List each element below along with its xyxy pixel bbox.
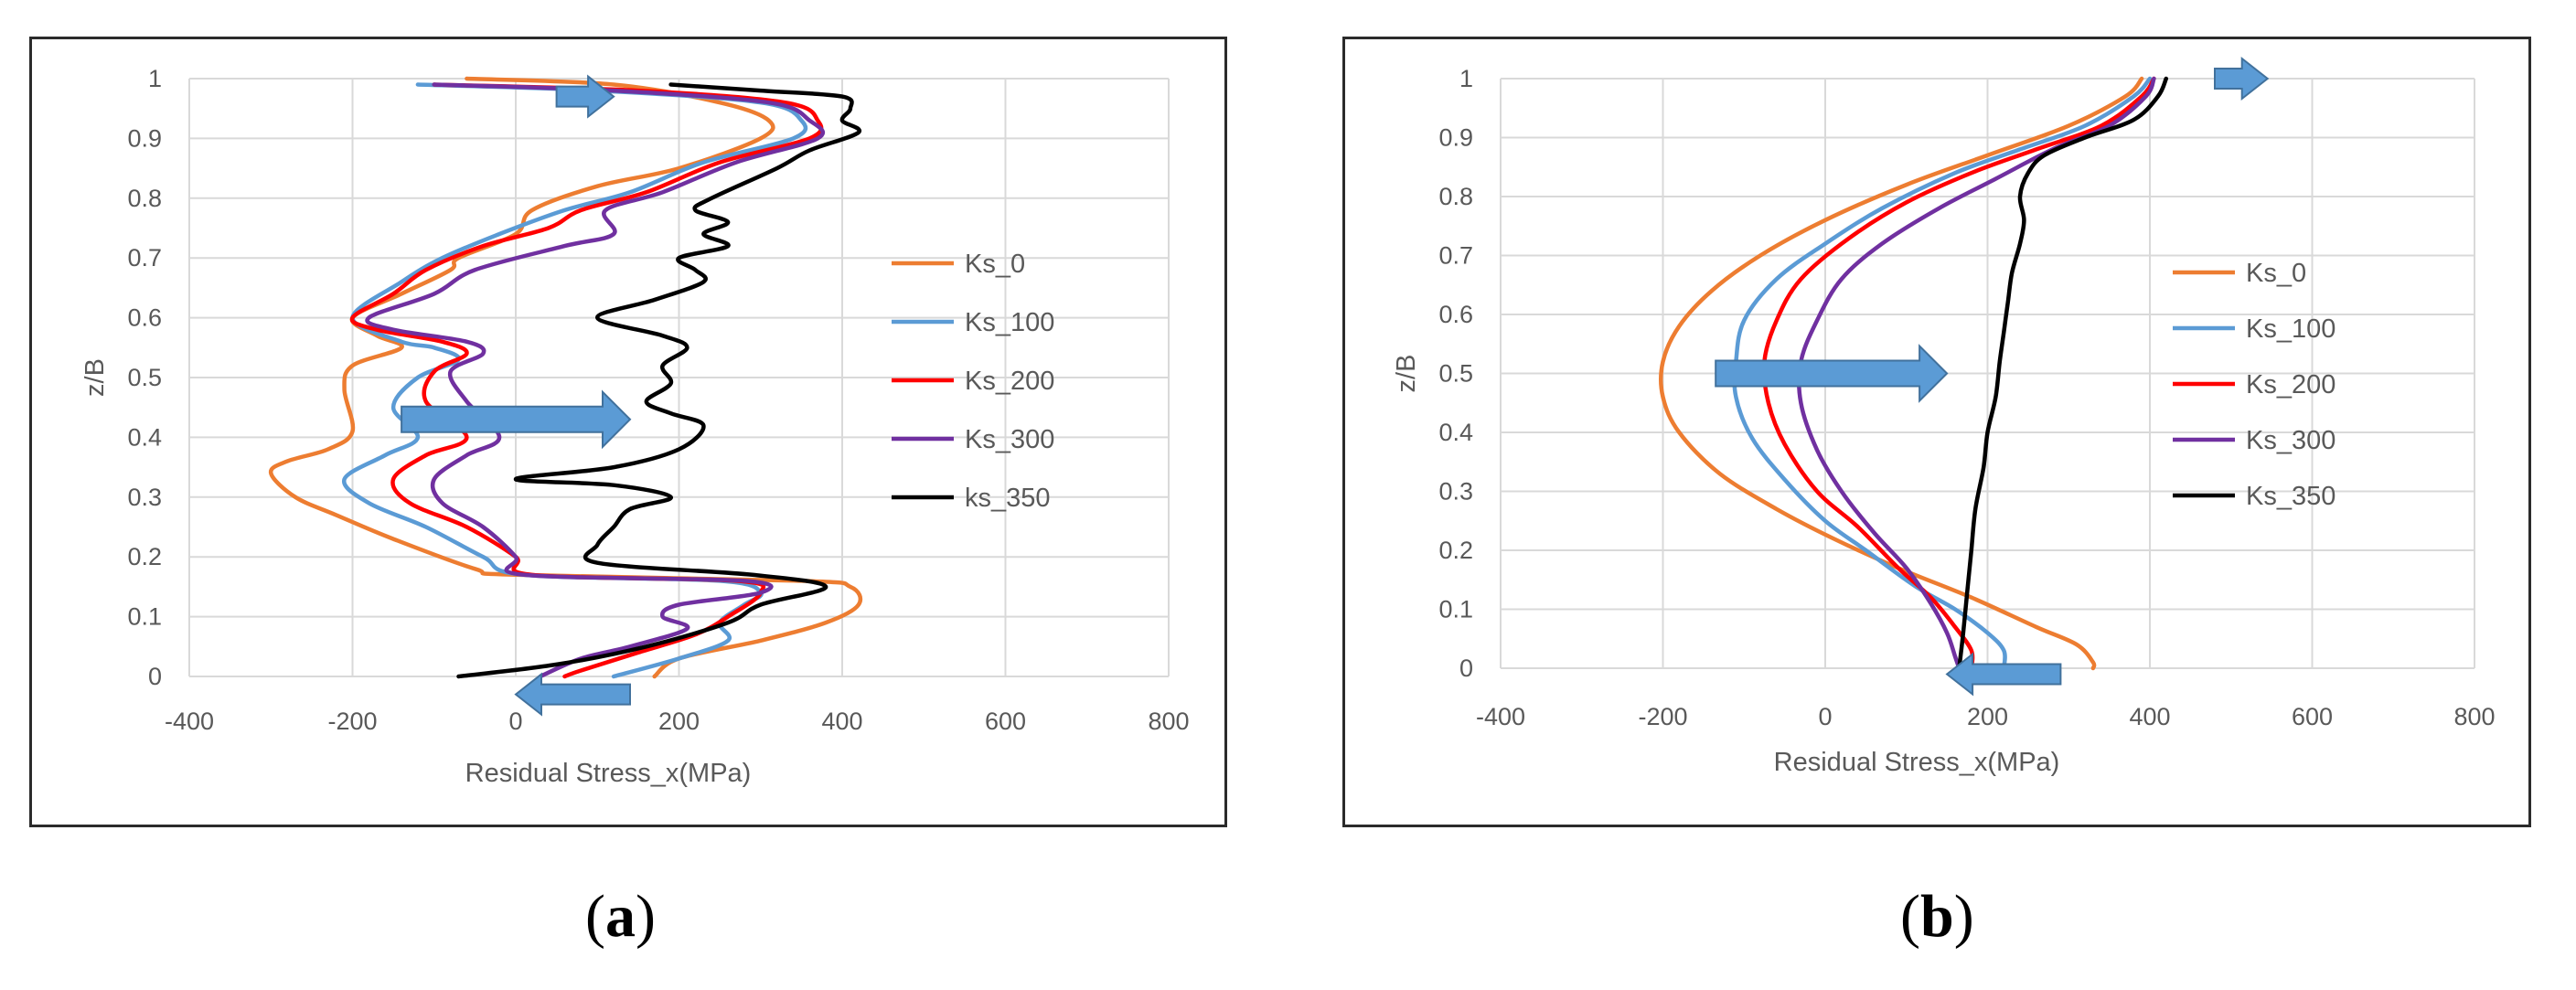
x-tick-label: 0	[508, 708, 522, 735]
series-line-ks-200	[1761, 76, 2156, 671]
y-tick-label: 0.2	[127, 543, 162, 570]
x-tick-label: 400	[821, 708, 862, 735]
trend-arrow	[1715, 344, 1949, 403]
legend-label: Ks_0	[2246, 259, 2306, 288]
y-tick-label: 0.5	[127, 364, 162, 391]
legend-label: Ks_100	[965, 308, 1054, 337]
x-tick-label: 0	[1818, 703, 1832, 730]
chart-panel-a: 0 0.1 0.2 0.3 0.4 0.5 0.6 0.7 0.8 0.9 1 -400 -200 0 20…	[29, 37, 1227, 827]
series-line-ks-350	[1957, 76, 2169, 671]
series-line-ks-0	[268, 76, 863, 679]
series-line-ks-200	[349, 82, 824, 679]
x-tick-label: 800	[1148, 708, 1189, 735]
y-tick-label: 0.6	[127, 304, 162, 332]
x-tick-label: 200	[658, 708, 700, 735]
y-tick-label: 0.2	[1438, 537, 1473, 564]
legend-label: Ks_300	[965, 425, 1054, 454]
caption-b: (b)	[1900, 883, 1974, 950]
y-tick-label: 0.8	[127, 185, 162, 212]
legend-label: Ks_200	[965, 367, 1054, 396]
y-tick-label: 0.6	[1438, 301, 1473, 328]
series-line-ks-0	[1659, 76, 2144, 671]
y-tick-label: 0.1	[1438, 596, 1473, 623]
trend-arrow	[2214, 56, 2270, 101]
series-line-ks-100	[342, 82, 808, 679]
x-tick-label: -200	[327, 708, 377, 735]
y-tick-label: 1	[148, 65, 162, 92]
y-tick-label: 0	[148, 663, 162, 690]
legend-label: Ks_0	[965, 250, 1025, 279]
x-tick-label: 200	[1967, 703, 2008, 730]
trend-arrow	[1945, 652, 2062, 697]
y-tick-label: 0.8	[1438, 183, 1473, 210]
x-axis-label: Residual Stress_x(MPa)	[465, 759, 752, 788]
y-tick-label: 0.9	[1438, 124, 1473, 152]
y-tick-label: 0.3	[127, 484, 162, 511]
y-axis-label: z/B	[80, 358, 110, 397]
y-tick-label: 0	[1459, 655, 1473, 682]
chart-a: 0 0.1 0.2 0.3 0.4 0.5 0.6 0.7 0.8 0.9 1 -400 -200 0 20…	[80, 65, 1190, 788]
y-tick-label: 0.5	[1438, 360, 1473, 388]
trend-arrow	[401, 389, 632, 450]
x-tick-label: -400	[1476, 703, 1525, 730]
x-tick-label: 800	[2453, 703, 2495, 730]
chart-b: 0 0.1 0.2 0.3 0.4 0.5 0.6 0.7 0.8 0.9 1 -400 -200 0 20…	[1392, 56, 2496, 777]
y-tick-label: 0.3	[1438, 478, 1473, 506]
x-tick-label: -400	[165, 708, 214, 735]
series-line-ks-300	[365, 82, 825, 679]
y-axis-label: z/B	[1392, 355, 1421, 393]
x-tick-label: -200	[1638, 703, 1687, 730]
legend-label: Ks_200	[2246, 370, 2336, 399]
y-tick-label: 0.1	[127, 603, 162, 631]
y-tick-label: 0.9	[127, 124, 162, 152]
y-tick-label: 0.7	[127, 244, 162, 271]
x-tick-label: 400	[2129, 703, 2170, 730]
x-tick-label: 600	[985, 708, 1026, 735]
series-line-ks-350	[456, 82, 862, 679]
legend-label: ks_350	[965, 484, 1051, 513]
legend-label: Ks_300	[2246, 426, 2336, 455]
x-tick-label: 600	[2292, 703, 2333, 730]
chart-panel-b: 0 0.1 0.2 0.3 0.4 0.5 0.6 0.7 0.8 0.9 1 -400 -200 0 20…	[1342, 37, 2531, 827]
legend-label: Ks_100	[2246, 314, 2336, 344]
trend-arrow	[514, 672, 631, 717]
trend-arrow	[555, 74, 615, 119]
y-tick-label: 0.4	[1438, 419, 1473, 446]
y-tick-label: 0.7	[1438, 242, 1473, 270]
y-tick-label: 0.4	[127, 423, 162, 451]
legend-label: Ks_350	[2246, 482, 2336, 511]
caption-a: (a)	[585, 883, 656, 950]
x-axis-label: Residual Stress_x(MPa)	[1774, 748, 2060, 777]
y-tick-label: 1	[1459, 65, 1473, 92]
